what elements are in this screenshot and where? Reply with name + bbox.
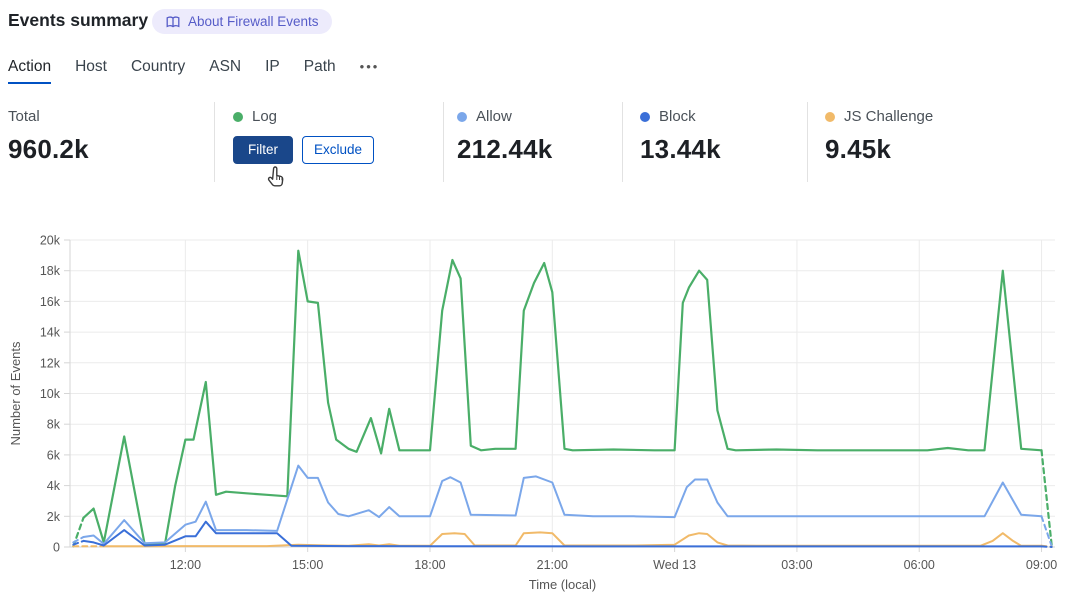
svg-text:06:00: 06:00	[904, 558, 935, 572]
tabs-more-button[interactable]: •••	[359, 59, 380, 74]
svg-text:03:00: 03:00	[781, 558, 812, 572]
stat-js-challenge[interactable]: JS Challenge 9.45k	[825, 108, 933, 165]
stat-total-label: Total	[8, 108, 40, 125]
divider	[214, 102, 215, 182]
svg-text:20k: 20k	[40, 234, 61, 248]
stat-block-label: Block	[659, 108, 696, 125]
svg-text:4k: 4k	[47, 479, 61, 493]
svg-text:8k: 8k	[47, 418, 61, 432]
svg-text:09:00: 09:00	[1026, 558, 1057, 572]
page-title: Events summary	[8, 10, 149, 30]
stat-allow[interactable]: Allow 212.44k	[457, 108, 552, 165]
events-time-series-chart[interactable]: 0 2k 4k 6k 8k 10k 12k 14k 16k 18k 20k 12:00 15:00 18:…	[0, 228, 1068, 598]
stat-total: Total 960.2k	[8, 108, 89, 165]
stat-js-challenge-value: 9.45k	[825, 134, 892, 164]
stat-log-label: Log	[252, 108, 278, 125]
badge-label: About Firewall Events	[188, 14, 319, 29]
summary-tabs: Action Host Country ASN IP Path •••	[8, 58, 379, 84]
chart-canvas[interactable]: 0 2k 4k 6k 8k 10k 12k 14k 16k 18k 20k 12:00 15:00 18:…	[0, 228, 1068, 598]
svg-text:18:00: 18:00	[414, 558, 445, 572]
svg-text:18k: 18k	[40, 264, 61, 278]
svg-text:6k: 6k	[47, 448, 61, 462]
log-legend-dot	[233, 111, 243, 122]
cursor-pointer-icon	[264, 165, 288, 196]
svg-text:10k: 10k	[40, 387, 61, 401]
stat-allow-label: Allow	[476, 108, 512, 125]
stat-total-value: 960.2k	[8, 134, 89, 164]
stats-row: Total 960.2k Log Filter Exclude	[0, 100, 1068, 188]
svg-text:14k: 14k	[40, 326, 61, 340]
tab-host[interactable]: Host	[75, 58, 107, 75]
open-book-icon	[165, 15, 181, 29]
svg-text:2k: 2k	[47, 510, 61, 524]
stat-js-challenge-label: JS Challenge	[844, 108, 934, 125]
divider	[807, 102, 808, 182]
stat-block-value: 13.44k	[640, 134, 721, 164]
svg-text:15:00: 15:00	[292, 558, 323, 572]
exclude-button[interactable]: Exclude	[302, 136, 375, 165]
svg-text:21:00: 21:00	[537, 558, 568, 572]
tab-ip[interactable]: IP	[265, 58, 280, 75]
svg-text:16k: 16k	[40, 295, 61, 309]
allow-legend-dot	[457, 111, 467, 122]
tab-path[interactable]: Path	[303, 58, 336, 75]
svg-text:0: 0	[53, 541, 60, 555]
js-challenge-legend-dot	[825, 111, 835, 122]
filter-button[interactable]: Filter	[233, 136, 293, 165]
divider	[622, 102, 623, 182]
stat-allow-value: 212.44k	[457, 134, 553, 164]
stat-block[interactable]: Block 13.44k	[640, 108, 721, 165]
svg-text:Wed 13: Wed 13	[653, 558, 696, 572]
svg-text:12:00: 12:00	[170, 558, 201, 572]
tab-country[interactable]: Country	[130, 58, 186, 75]
svg-text:12k: 12k	[40, 356, 61, 370]
x-axis-title: Time (local)	[529, 577, 596, 592]
block-legend-dot	[640, 111, 650, 122]
stat-log[interactable]: Log Filter Exclude	[233, 108, 375, 187]
about-firewall-events-badge[interactable]: About Firewall Events	[152, 9, 332, 34]
y-axis-title: Number of Events	[8, 341, 23, 446]
divider	[443, 102, 444, 182]
tab-asn[interactable]: ASN	[209, 58, 242, 75]
tab-action[interactable]: Action	[8, 58, 52, 84]
